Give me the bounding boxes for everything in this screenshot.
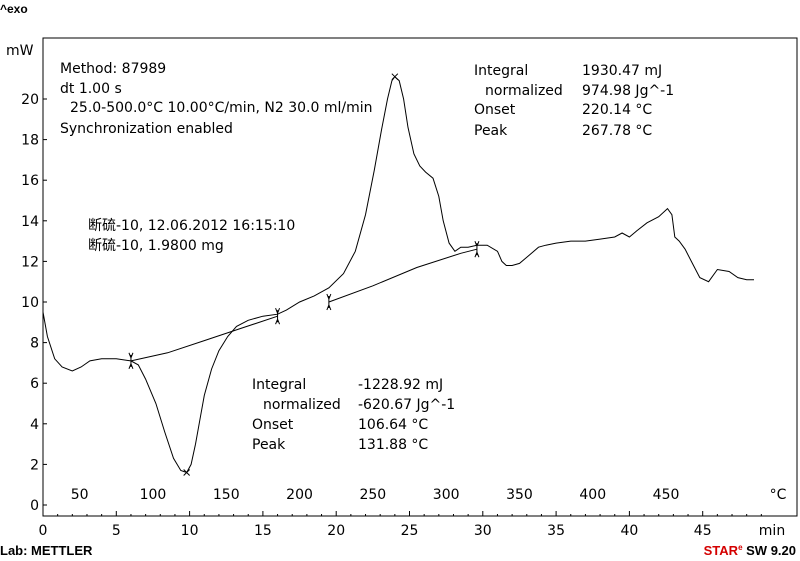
time-axis-label: min (759, 523, 785, 539)
time-tick-label: 5 (112, 523, 121, 539)
method-info-line: Method: 87989 (60, 61, 166, 77)
exo-peak-label: Peak (474, 123, 508, 139)
time-tick-label: 45 (694, 523, 712, 539)
integration-limit-marker (326, 293, 332, 311)
sample-info-line: 断硫-10, 1.9800 mg (88, 238, 224, 254)
endo-peak-label: normalized (263, 397, 341, 413)
endo-peak-value: 106.64 °C (358, 417, 428, 433)
time-tick-label: 35 (547, 523, 565, 539)
peak-marker (183, 469, 191, 476)
integration-baseline (328, 248, 478, 303)
integration-baseline (130, 315, 278, 362)
software-version: STARe SW 9.20 (704, 543, 796, 558)
y-tick-label: 10 (21, 295, 39, 311)
time-tick-label: 40 (620, 523, 638, 539)
endo-peak-label: Onset (252, 417, 294, 433)
endo-peak-value: -620.67 Jg^-1 (358, 397, 455, 413)
temp-tick-label: 350 (506, 487, 533, 503)
temp-tick-label: 200 (286, 487, 313, 503)
y-tick-label: 20 (21, 92, 39, 108)
y-tick-label: 14 (21, 214, 39, 230)
y-tick-label: 12 (21, 254, 39, 270)
endo-peak-value: -1228.92 mJ (358, 377, 443, 393)
time-tick-label: 10 (181, 523, 199, 539)
temp-axis-label: °C (770, 487, 787, 503)
y-tick-label: 6 (30, 376, 39, 392)
y-tick-label: 16 (21, 173, 39, 189)
dsc-curve (42, 75, 754, 474)
star-logo: STAR (703, 543, 739, 558)
exo-peak-label: normalized (485, 83, 563, 99)
lab-label: Lab: METTLER (0, 543, 93, 558)
time-tick-label: 20 (327, 523, 345, 539)
peak-marker (391, 73, 399, 81)
temp-tick-label: 100 (140, 487, 167, 503)
method-info-line: dt 1.00 s (60, 81, 122, 97)
y-tick-label: 0 (30, 498, 39, 514)
exo-peak-value: 267.78 °C (582, 123, 652, 139)
temp-tick-label: 150 (213, 487, 240, 503)
sample-info-line: 断硫-10, 12.06.2012 16:15:10 (88, 218, 295, 234)
exo-peak-label: Integral (474, 63, 528, 79)
temp-tick-label: 250 (359, 487, 386, 503)
endo-peak-value: 131.88 °C (358, 437, 428, 453)
y-tick-label: 8 (30, 336, 39, 352)
plot-frame (42, 37, 798, 517)
integration-limit-marker (474, 241, 480, 258)
temp-tick-label: 50 (71, 487, 89, 503)
endo-peak-label: Integral (252, 377, 306, 393)
time-tick-label: 30 (474, 523, 492, 539)
time-tick-label: 25 (401, 523, 419, 539)
method-info-line: Synchronization enabled (60, 121, 233, 137)
exo-peak-value: 1930.47 mJ (582, 63, 662, 79)
time-tick-label: 0 (39, 523, 48, 539)
method-info-line: 25.0-500.0°C 10.00°C/min, N2 30.0 ml/min (70, 100, 373, 116)
temp-tick-label: 400 (579, 487, 606, 503)
star-reg-mark: e (738, 543, 743, 552)
temp-tick-label: 450 (653, 487, 680, 503)
y-tick-label: 18 (21, 133, 39, 149)
temp-tick-label: 300 (433, 487, 460, 503)
sw-version: SW 9.20 (746, 543, 796, 558)
exo-peak-label: Onset (474, 102, 516, 118)
integration-limit-marker (275, 308, 281, 325)
time-tick-label: 15 (254, 523, 272, 539)
integration-limit-marker (128, 352, 134, 370)
y-tick-label: 2 (30, 457, 39, 473)
y-tick-label: 4 (30, 417, 39, 433)
exo-peak-value: 220.14 °C (582, 102, 652, 118)
endo-peak-label: Peak (252, 437, 286, 453)
exo-direction-label: ^exo (0, 2, 28, 16)
exo-peak-value: 974.98 Jg^-1 (582, 83, 674, 99)
y-axis-label: mW (6, 43, 34, 59)
